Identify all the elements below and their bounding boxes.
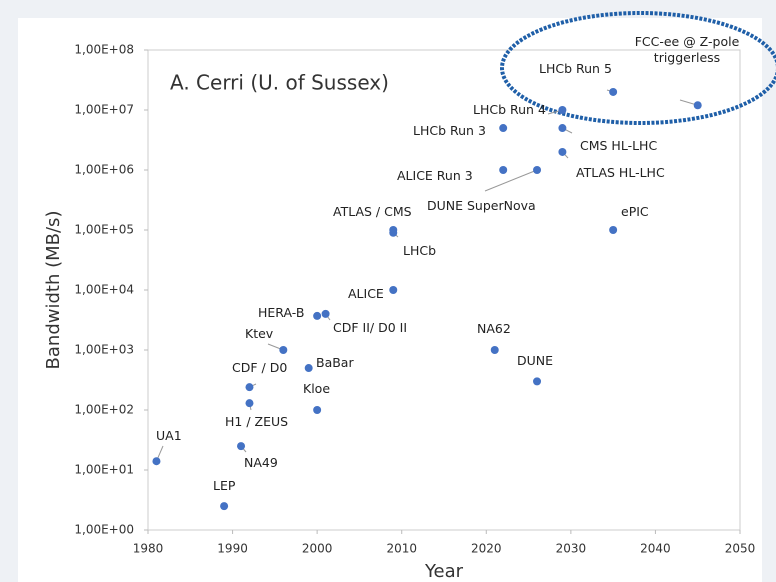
point-label: ATLAS HL-LHC [576, 165, 665, 180]
x-tick-label: 1990 [217, 542, 248, 556]
y-tick-label: 1,00E+06 [74, 163, 134, 177]
point-label: Kloe [303, 381, 331, 396]
point-label: DUNE [517, 353, 554, 368]
y-axis-label: Bandwidth (MB/s) [43, 211, 64, 370]
x-tick-label: 2010 [386, 542, 417, 556]
data-point [499, 166, 508, 174]
x-tick-label: 1980 [133, 542, 164, 556]
point-label: ATLAS / CMS [333, 204, 412, 219]
leader-line [484, 169, 538, 192]
point-label: LHCb Run 3 [413, 123, 486, 138]
point-label: ALICE Run 3 [397, 168, 473, 183]
y-tick-label: 1,00E+02 [74, 403, 134, 417]
data-point [533, 377, 542, 386]
point-label: LHCb Run 5 [539, 61, 612, 76]
data-point [313, 406, 322, 414]
data-point [237, 442, 246, 451]
point-label: LHCb Run 4 [473, 102, 546, 117]
data-point [152, 457, 161, 466]
y-tick-label: 1,00E+04 [74, 283, 134, 297]
y-tick-label: 1,00E+07 [74, 103, 134, 117]
data-point [321, 309, 330, 318]
data-point [558, 106, 567, 114]
data-point [245, 383, 254, 392]
y-tick-label: 1,00E+08 [74, 43, 134, 57]
point-label: Ktev [245, 326, 274, 341]
data-point [490, 346, 499, 354]
data-point [220, 502, 229, 511]
data-point [533, 166, 542, 174]
x-tick-label: 2000 [302, 542, 333, 556]
point-label: BaBar [316, 355, 354, 370]
point-label: UA1 [156, 428, 182, 443]
point-label: HERA-B [258, 305, 305, 320]
data-point [313, 311, 322, 320]
y-tick-label: 1,00E+03 [74, 343, 134, 357]
data-point [245, 399, 254, 408]
y-tick-label: 1,00E+05 [74, 223, 134, 237]
chart-background [18, 18, 762, 582]
point-label: FCC-ee @ Z-pole triggerless [634, 34, 740, 65]
point-label: ALICE [348, 286, 384, 301]
highlight-ellipse [500, 11, 776, 125]
data-point [499, 124, 508, 133]
data-point [558, 147, 567, 156]
x-tick-label: 2020 [471, 542, 502, 556]
point-label: CMS HL-LHC [580, 138, 658, 153]
point-label: ePIC [621, 204, 649, 219]
point-label: LEP [213, 478, 236, 493]
x-axis-label: Year [424, 561, 464, 582]
annotation: A. Cerri (U. of Sussex) [170, 71, 389, 95]
point-label: DUNE SuperNova [427, 198, 536, 213]
data-point [558, 124, 567, 133]
data-point [693, 101, 702, 110]
data-point [609, 87, 618, 96]
y-tick-label: 1,00E+01 [74, 463, 134, 477]
data-point [389, 228, 398, 237]
data-point [279, 346, 288, 354]
data-point [389, 286, 398, 294]
y-tick-label: 1,00E+00 [74, 523, 134, 537]
point-label: CDF / D0 [232, 360, 288, 375]
point-label: H1 / ZEUS [225, 414, 289, 429]
data-point [304, 364, 313, 373]
point-label: NA62 [477, 321, 511, 336]
data-point [609, 226, 618, 234]
x-tick-label: 2030 [556, 542, 587, 556]
point-label: NA49 [244, 455, 278, 470]
point-label: CDF II/ D0 II [333, 320, 407, 335]
x-tick-label: 2040 [640, 542, 671, 556]
x-tick-label: 2050 [725, 542, 756, 556]
point-label: LHCb [403, 243, 437, 258]
